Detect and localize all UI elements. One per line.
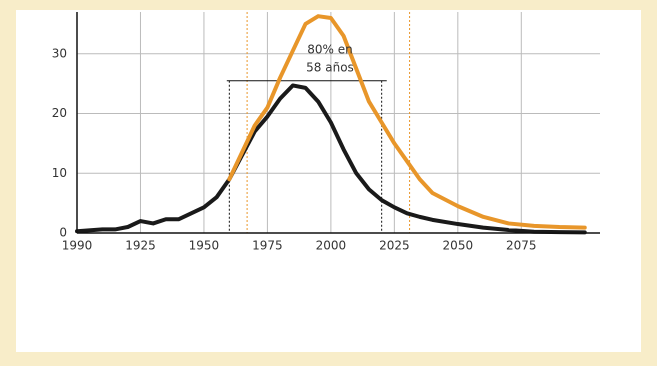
x-tick-label: 1950 [189,239,220,253]
panel [16,10,641,352]
annotation: 80% en [307,43,352,57]
x-tick-label: 2000 [316,239,347,253]
y-tick-label: 30 [52,46,67,60]
x-tick-label: 1925 [125,239,156,253]
x-tick-label: 1990 [62,239,93,253]
annotation: 58 años [306,61,354,75]
y-tick-label: 20 [52,106,67,120]
x-tick-label: 2025 [379,239,410,253]
series-line [227,14,587,230]
y-tick-label: 10 [52,166,67,180]
y-tick-label: 0 [59,226,67,240]
x-tick-label: 1975 [252,239,283,253]
x-tick-label: 2075 [506,239,537,253]
series-line [75,83,587,235]
x-tick-label: 2050 [443,239,474,253]
